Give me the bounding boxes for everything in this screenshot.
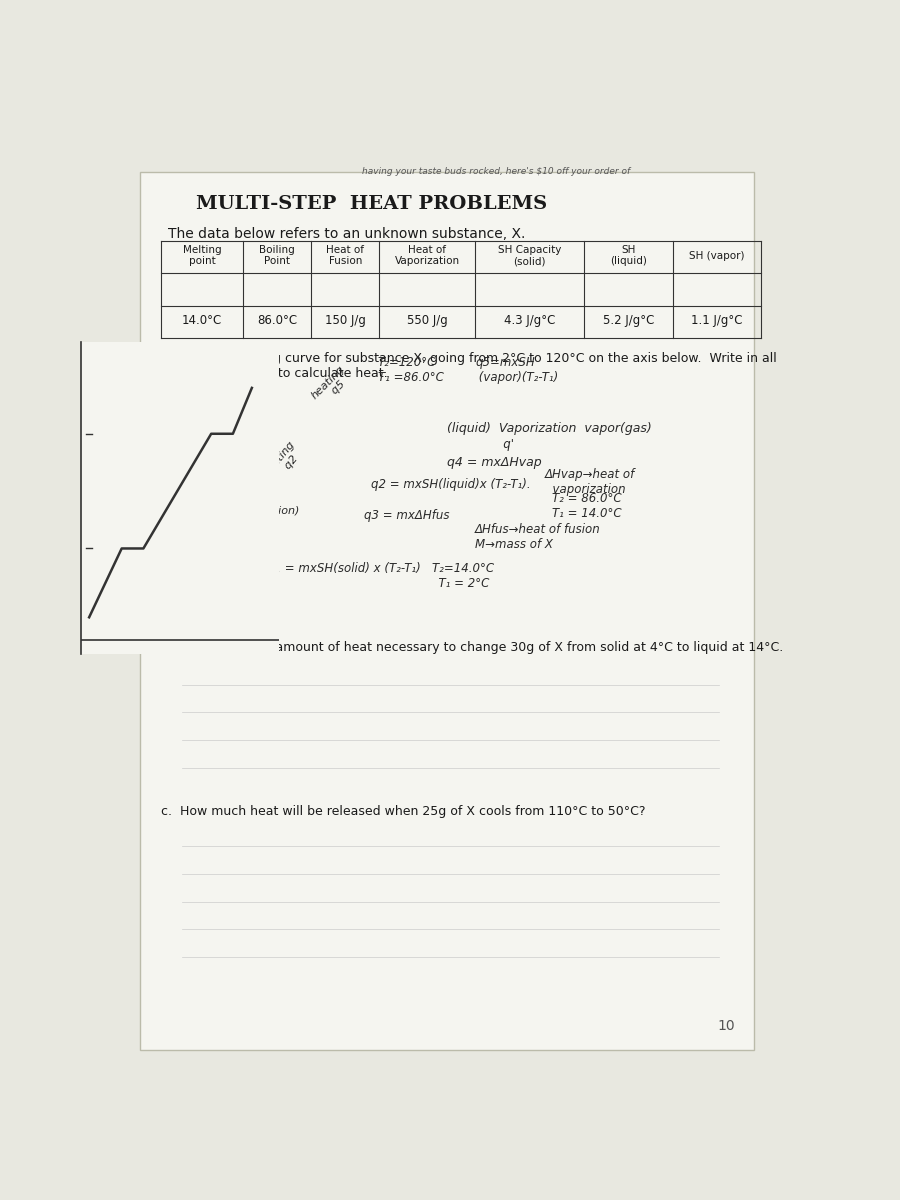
FancyBboxPatch shape (140, 172, 754, 1050)
Text: 10: 10 (717, 1020, 735, 1033)
Text: ΔHvap→heat of
  vaporization: ΔHvap→heat of vaporization (545, 468, 635, 496)
Text: 2°c: 2°c (172, 588, 193, 601)
Text: Melting
point: Melting point (183, 245, 221, 266)
Text: Heat of
Fusion: Heat of Fusion (327, 245, 364, 266)
Text: q4 = mxΔHvap: q4 = mxΔHvap (447, 456, 542, 469)
Text: 550 J/g: 550 J/g (407, 313, 447, 326)
Text: The data below refers to an unknown substance, X.: The data below refers to an unknown subs… (168, 227, 526, 241)
Text: heating
   q1: heating q1 (192, 535, 235, 581)
Text: 4.3 J/g°C: 4.3 J/g°C (504, 313, 555, 326)
Text: Boiling
Point: Boiling Point (259, 245, 295, 266)
Text: q1 = mxSH(solid) x (T₂-T₁)   T₂=14.0°C
                                         : q1 = mxSH(solid) x (T₂-T₁) T₂=14.0°C (266, 563, 494, 590)
Text: MULTI-STEP  HEAT PROBLEMS: MULTI-STEP HEAT PROBLEMS (196, 194, 547, 212)
Text: heating
   q2: heating q2 (262, 439, 305, 486)
Text: 14.0°C: 14.0°C (182, 313, 222, 326)
Text: q5=mxSH
 (vapor)(T₂-T₁): q5=mxSH (vapor)(T₂-T₁) (475, 356, 558, 384)
Text: 1.   Draw a heating curve for substance X, going from 2°C to 120°C on the axis b: 1. Draw a heating curve for substance X,… (161, 352, 777, 380)
Text: q3 = mxΔHfus: q3 = mxΔHfus (364, 509, 449, 522)
Text: Heat of
Vaporization: Heat of Vaporization (394, 245, 460, 266)
Text: SH Capacity
(solid): SH Capacity (solid) (498, 245, 561, 266)
Text: 1.1 J/g°C: 1.1 J/g°C (691, 313, 742, 326)
Text: 5.2 J/g°C: 5.2 J/g°C (603, 313, 654, 326)
Text: T₂ = 86.0°C
T₁ = 14.0°C: T₂ = 86.0°C T₁ = 14.0°C (552, 492, 622, 521)
Text: (solid) melting (fusion)
              q': (solid) melting (fusion) q' (174, 506, 300, 528)
Text: heating
  q5: heating q5 (310, 364, 355, 409)
Text: b.  Determine the amount of heat necessary to change 30g of X from solid at 4°C : b. Determine the amount of heat necessar… (161, 641, 784, 654)
Text: T₂=120°C
T₁ =86.0°C: T₂=120°C T₁ =86.0°C (378, 356, 444, 384)
Text: c.  How much heat will be released when 25g of X cools from 110°C to 50°C?: c. How much heat will be released when 2… (161, 805, 646, 817)
Text: SH
(liquid): SH (liquid) (610, 245, 647, 266)
Text: q': q' (447, 438, 514, 451)
Text: 86.0°C: 86.0°C (257, 313, 297, 326)
Text: 150 J/g: 150 J/g (325, 313, 365, 326)
Text: q2 = mxSH(liquid)x (T₂-T₁).: q2 = mxSH(liquid)x (T₂-T₁). (371, 478, 530, 491)
Text: Solid: Solid (172, 602, 202, 616)
Text: SH (vapor): SH (vapor) (689, 251, 744, 260)
Text: having your taste buds rocked, here's $10 off your order of: having your taste buds rocked, here's $1… (362, 167, 630, 176)
Text: (liquid)  Vaporization  vapor(gas): (liquid) Vaporization vapor(gas) (447, 422, 652, 436)
Text: ΔHfus→heat of fusion
M→mass of X: ΔHfus→heat of fusion M→mass of X (475, 523, 601, 551)
